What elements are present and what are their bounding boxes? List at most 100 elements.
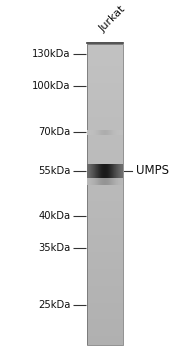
Bar: [103, 178, 104, 185]
Bar: [98, 130, 99, 135]
Bar: [87, 174, 123, 175]
Bar: [87, 319, 123, 320]
Bar: [87, 340, 123, 341]
Bar: [100, 178, 101, 185]
Bar: [87, 119, 123, 120]
Bar: [87, 278, 123, 279]
Bar: [87, 101, 123, 102]
Bar: [87, 88, 123, 89]
Bar: [87, 54, 123, 55]
Bar: [87, 46, 123, 47]
Bar: [87, 121, 123, 122]
Bar: [87, 82, 123, 83]
Bar: [87, 57, 123, 58]
Bar: [106, 178, 107, 185]
Bar: [118, 178, 119, 185]
Bar: [87, 142, 123, 143]
Bar: [87, 224, 123, 225]
Bar: [87, 141, 123, 142]
Bar: [87, 223, 123, 224]
Bar: [87, 290, 123, 291]
Bar: [87, 285, 123, 286]
Bar: [87, 317, 123, 318]
Bar: [107, 164, 108, 178]
Bar: [87, 233, 123, 235]
Bar: [87, 270, 123, 271]
Bar: [87, 149, 123, 150]
Bar: [87, 92, 123, 93]
Bar: [87, 120, 123, 121]
Bar: [87, 343, 123, 344]
Bar: [87, 283, 123, 284]
Bar: [111, 164, 112, 178]
Bar: [87, 124, 123, 125]
Bar: [87, 232, 123, 233]
Bar: [87, 326, 123, 327]
Bar: [104, 178, 105, 185]
Bar: [87, 107, 123, 108]
Bar: [87, 212, 123, 214]
Bar: [87, 112, 123, 113]
Bar: [87, 140, 123, 141]
Bar: [87, 126, 123, 127]
Bar: [87, 105, 123, 106]
Bar: [87, 287, 123, 288]
Bar: [95, 178, 96, 185]
Bar: [91, 178, 92, 185]
Bar: [87, 333, 123, 334]
Bar: [97, 130, 98, 135]
Bar: [87, 219, 123, 220]
Bar: [87, 344, 123, 345]
Bar: [87, 228, 123, 229]
Bar: [90, 178, 91, 185]
Bar: [87, 254, 123, 256]
Bar: [87, 113, 123, 114]
Bar: [119, 178, 120, 185]
Bar: [107, 130, 108, 135]
Bar: [87, 151, 123, 152]
Bar: [94, 164, 95, 178]
Bar: [87, 295, 123, 296]
Bar: [87, 89, 123, 90]
Bar: [87, 316, 123, 317]
Bar: [99, 164, 100, 178]
Bar: [87, 49, 123, 50]
Bar: [93, 164, 94, 178]
Bar: [87, 323, 123, 324]
Bar: [87, 299, 123, 300]
Bar: [117, 178, 118, 185]
Bar: [87, 103, 123, 104]
Bar: [87, 110, 123, 111]
Bar: [87, 62, 123, 63]
Bar: [87, 308, 123, 309]
Bar: [87, 175, 123, 176]
Bar: [87, 244, 123, 245]
Bar: [87, 305, 123, 306]
Bar: [87, 327, 123, 328]
Bar: [87, 93, 123, 94]
Bar: [87, 298, 123, 299]
Bar: [87, 291, 123, 292]
Bar: [87, 214, 123, 215]
Bar: [87, 165, 123, 166]
Bar: [106, 164, 107, 178]
Bar: [87, 116, 123, 117]
Bar: [87, 150, 123, 151]
Bar: [95, 164, 96, 178]
Bar: [87, 100, 123, 101]
Bar: [116, 130, 117, 135]
Bar: [87, 102, 123, 103]
Bar: [87, 137, 123, 138]
Bar: [105, 178, 106, 185]
Bar: [87, 247, 123, 248]
Bar: [87, 195, 123, 196]
Bar: [87, 313, 123, 314]
Bar: [87, 237, 123, 238]
Bar: [87, 115, 123, 116]
Bar: [87, 65, 123, 66]
Bar: [87, 335, 123, 336]
Bar: [99, 130, 100, 135]
Bar: [87, 45, 123, 46]
Bar: [87, 94, 123, 95]
Bar: [87, 325, 123, 326]
